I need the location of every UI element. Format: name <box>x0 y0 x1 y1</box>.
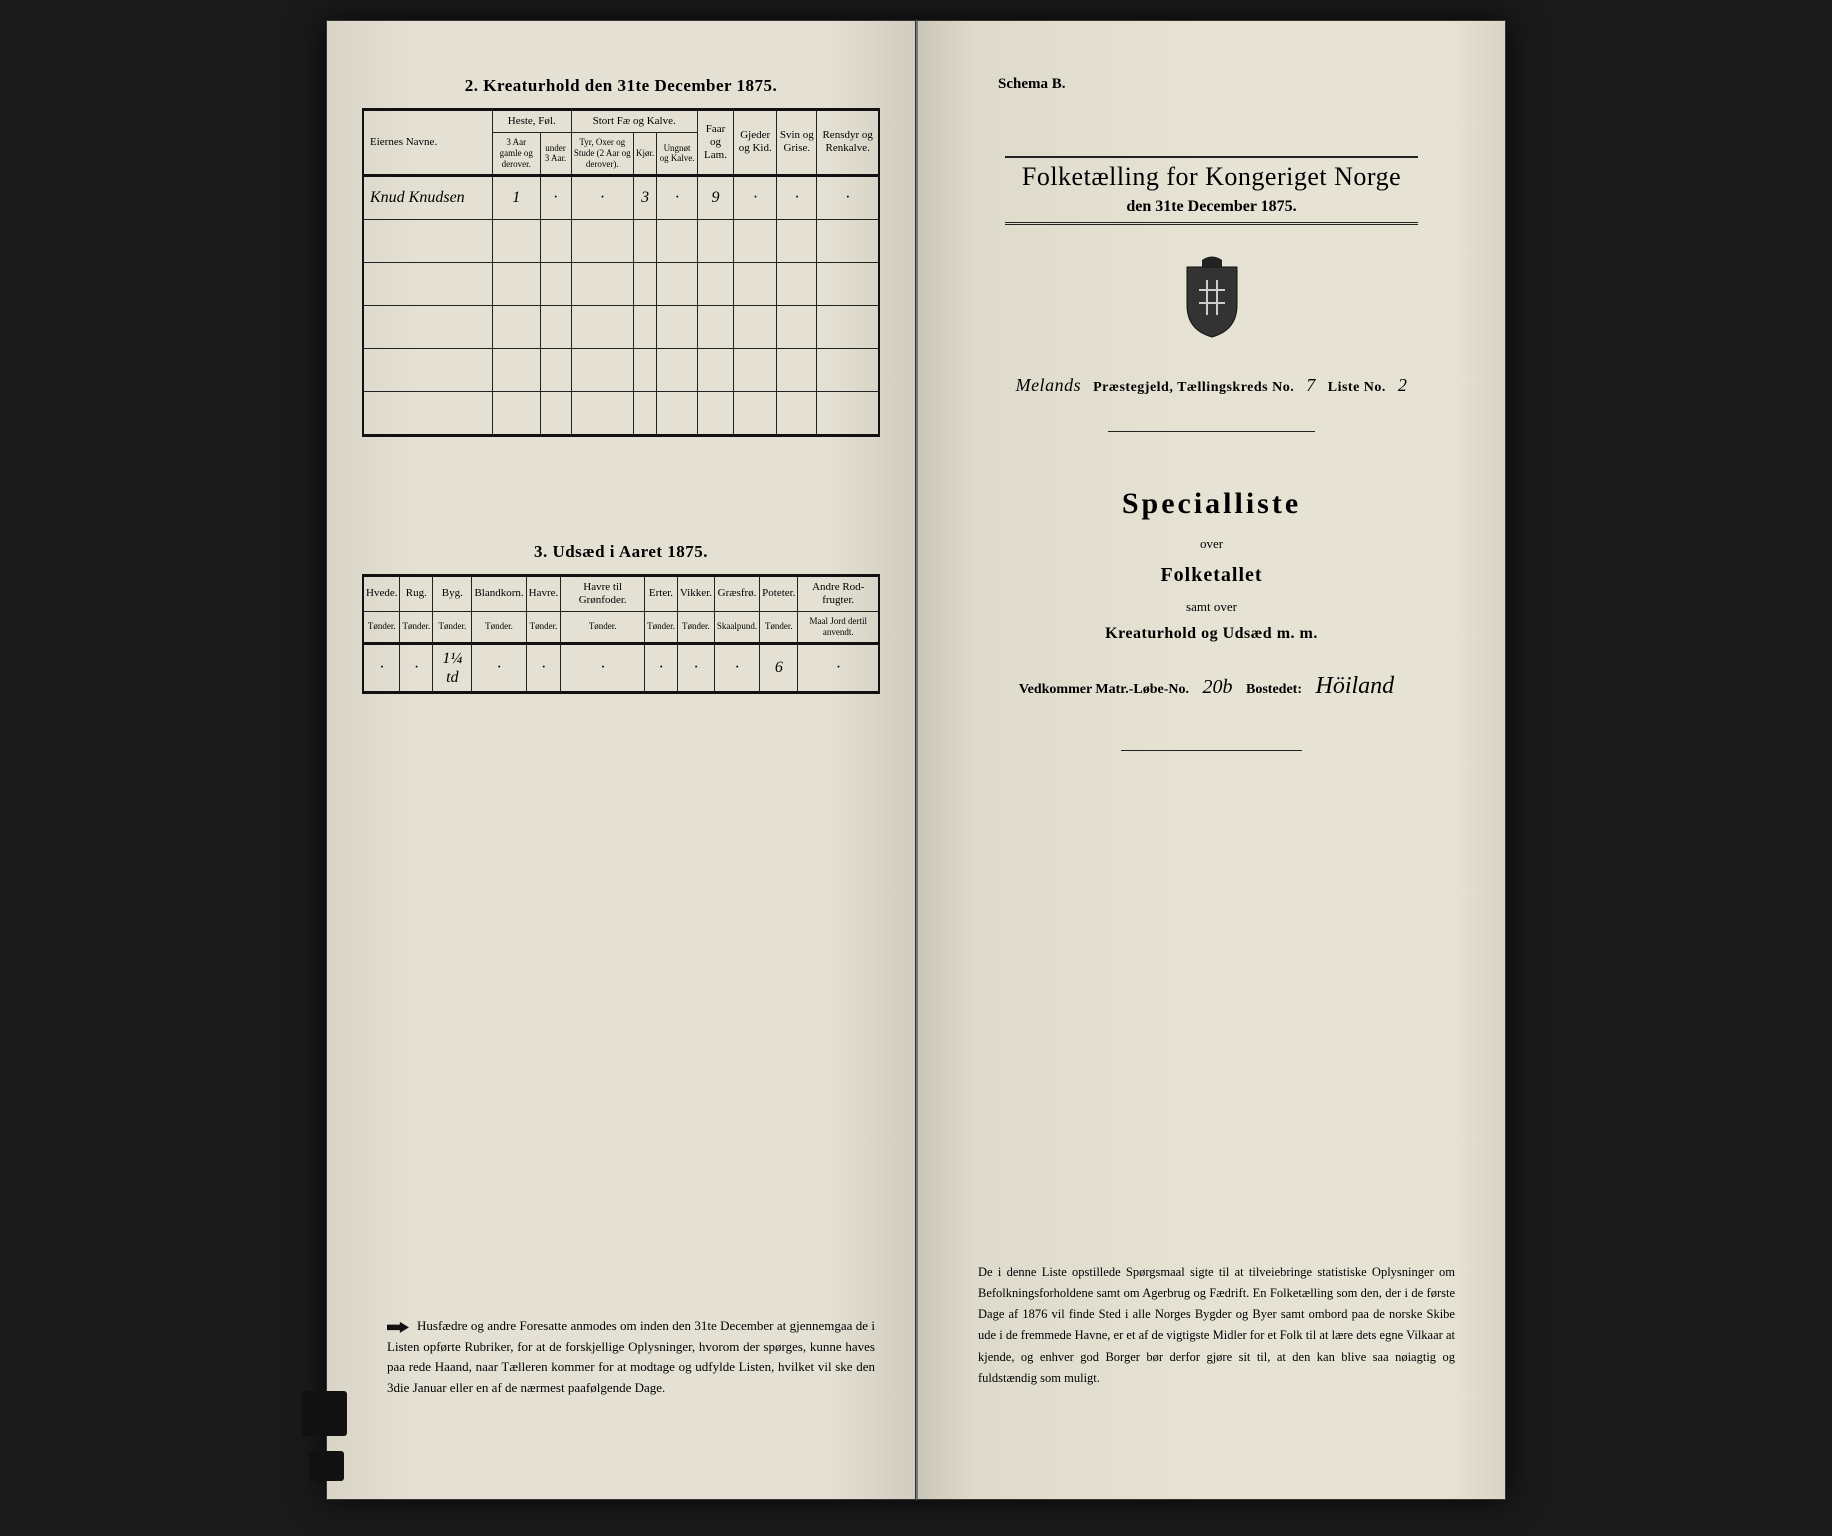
col-group-horses: Heste, Føl. <box>493 110 572 133</box>
col-subheader: Tønder. <box>561 611 645 643</box>
col-subheader: Tønder. <box>433 611 472 643</box>
col-subheader: Tønder. <box>526 611 561 643</box>
cell: · <box>777 175 817 219</box>
col-pigs: Svin og Grise. <box>777 110 817 176</box>
col-horses-under3: under 3 Aar. <box>540 133 571 175</box>
place-name: Höiland <box>1306 673 1405 699</box>
col-cattle-young: Ungnøt og Kalve. <box>657 133 698 175</box>
cell: · <box>400 643 433 692</box>
col-header: Rug. <box>400 575 433 611</box>
col-subheader: Tønder. <box>760 611 798 643</box>
col-group-cattle: Stort Fæ og Kalve. <box>571 110 697 133</box>
cell: 6 <box>760 643 798 692</box>
col-header: Andre Rod-frugter. <box>798 575 879 611</box>
col-header: Byg. <box>433 575 472 611</box>
col-header: Blandkorn. <box>472 575 526 611</box>
col-subheader: Skaalpund. <box>714 611 759 643</box>
specialliste-heading: Specialliste <box>953 487 1470 521</box>
cell: · <box>677 643 714 692</box>
table-row: Knud Knudsen 1 · · 3 · 9 · · · <box>363 175 879 219</box>
schema-label: Schema B. <box>998 76 1066 93</box>
cell: · <box>571 175 633 219</box>
col-subheader: Tønder. <box>472 611 526 643</box>
left-page: 2. Kreaturhold den 31te December 1875. E… <box>326 20 916 1500</box>
col-cattle-bulls: Tyr, Oxer og Stude (2 Aar og derover). <box>571 133 633 175</box>
seed-table: Hvede.Rug.Byg.Blandkorn.Havre.Havre til … <box>362 574 880 694</box>
table-row <box>363 262 879 305</box>
samt-label: samt over <box>953 599 1470 615</box>
col-goats: Gjeder og Kid. <box>734 110 777 176</box>
matr-number: 20b <box>1193 676 1243 698</box>
binder-clip <box>302 1391 347 1436</box>
cell: · <box>657 175 698 219</box>
cell: · <box>817 175 879 219</box>
table-row <box>363 219 879 262</box>
col-subheader: Tønder. <box>677 611 714 643</box>
cell: · <box>526 643 561 692</box>
parish-name: Melands <box>1008 375 1090 395</box>
col-header: Erter. <box>645 575 678 611</box>
col-subheader: Tønder. <box>363 611 400 643</box>
kreatur-heading: Kreaturhold og Udsæd m. m. <box>953 625 1470 643</box>
cell: · <box>734 175 777 219</box>
table-row: ··1¼ td······6· <box>363 643 879 692</box>
col-owner-name: Eiernes Navne. <box>363 110 493 176</box>
pointing-hand-icon <box>387 1320 409 1334</box>
right-footer-note: De i denne Liste opstillede Spørgsmaal s… <box>978 1262 1455 1390</box>
cell: · <box>540 175 571 219</box>
title-block: Folketælling for Kongeriget Norge den 31… <box>953 156 1470 751</box>
cell: 9 <box>697 175 733 219</box>
cell: · <box>798 643 879 692</box>
section-2-title: 2. Kreaturhold den 31te December 1875. <box>362 76 880 96</box>
parish-line: Melands Præstegjeld, Tællingskreds No. 7… <box>953 375 1470 396</box>
matr-line: Vedkommer Matr.-Løbe-No. 20b Bostedet: H… <box>953 673 1470 700</box>
district-number: 7 <box>1298 375 1324 395</box>
table-row <box>363 348 879 391</box>
table-row <box>363 391 879 435</box>
coat-of-arms-icon <box>1177 255 1247 340</box>
cell: · <box>714 643 759 692</box>
col-subheader: Maal Jord dertil anvendt. <box>798 611 879 643</box>
col-reindeer: Rensdyr og Renkalve. <box>817 110 879 176</box>
cell: 3 <box>634 175 657 219</box>
table-row <box>363 305 879 348</box>
list-number: 2 <box>1390 375 1416 395</box>
col-header: Græsfrø. <box>714 575 759 611</box>
col-subheader: Tønder. <box>645 611 678 643</box>
cell: · <box>472 643 526 692</box>
col-cattle-cows: Kjør. <box>634 133 657 175</box>
cell-owner: Knud Knudsen <box>363 175 493 219</box>
col-subheader: Tønder. <box>400 611 433 643</box>
over-label: over <box>953 536 1470 552</box>
col-header: Poteter. <box>760 575 798 611</box>
left-footer-note: Husfædre og andre Foresatte anmodes om i… <box>387 1316 875 1399</box>
cell: 1 <box>493 175 541 219</box>
cell: 1¼ td <box>433 643 472 692</box>
col-header: Vikker. <box>677 575 714 611</box>
col-header: Hvede. <box>363 575 400 611</box>
livestock-table: Eiernes Navne. Heste, Føl. Stort Fæ og K… <box>362 108 880 437</box>
document-spread: 2. Kreaturhold den 31te December 1875. E… <box>326 20 1506 1500</box>
section-3-title: 3. Udsæd i Aaret 1875. <box>362 542 880 562</box>
cell: · <box>363 643 400 692</box>
col-sheep: Faar og Lam. <box>697 110 733 176</box>
cell: · <box>645 643 678 692</box>
folketallet-heading: Folketallet <box>953 564 1470 587</box>
col-horses-3plus: 3 Aar gamle og derover. <box>493 133 541 175</box>
census-date: den 31te December 1875. <box>953 198 1470 216</box>
col-header: Havre til Grønfoder. <box>561 575 645 611</box>
col-header: Havre. <box>526 575 561 611</box>
census-title: Folketælling for Kongeriget Norge <box>953 162 1470 192</box>
cell: · <box>561 643 645 692</box>
right-page: Schema B. Folketælling for Kongeriget No… <box>916 20 1506 1500</box>
binder-clip <box>309 1451 344 1481</box>
